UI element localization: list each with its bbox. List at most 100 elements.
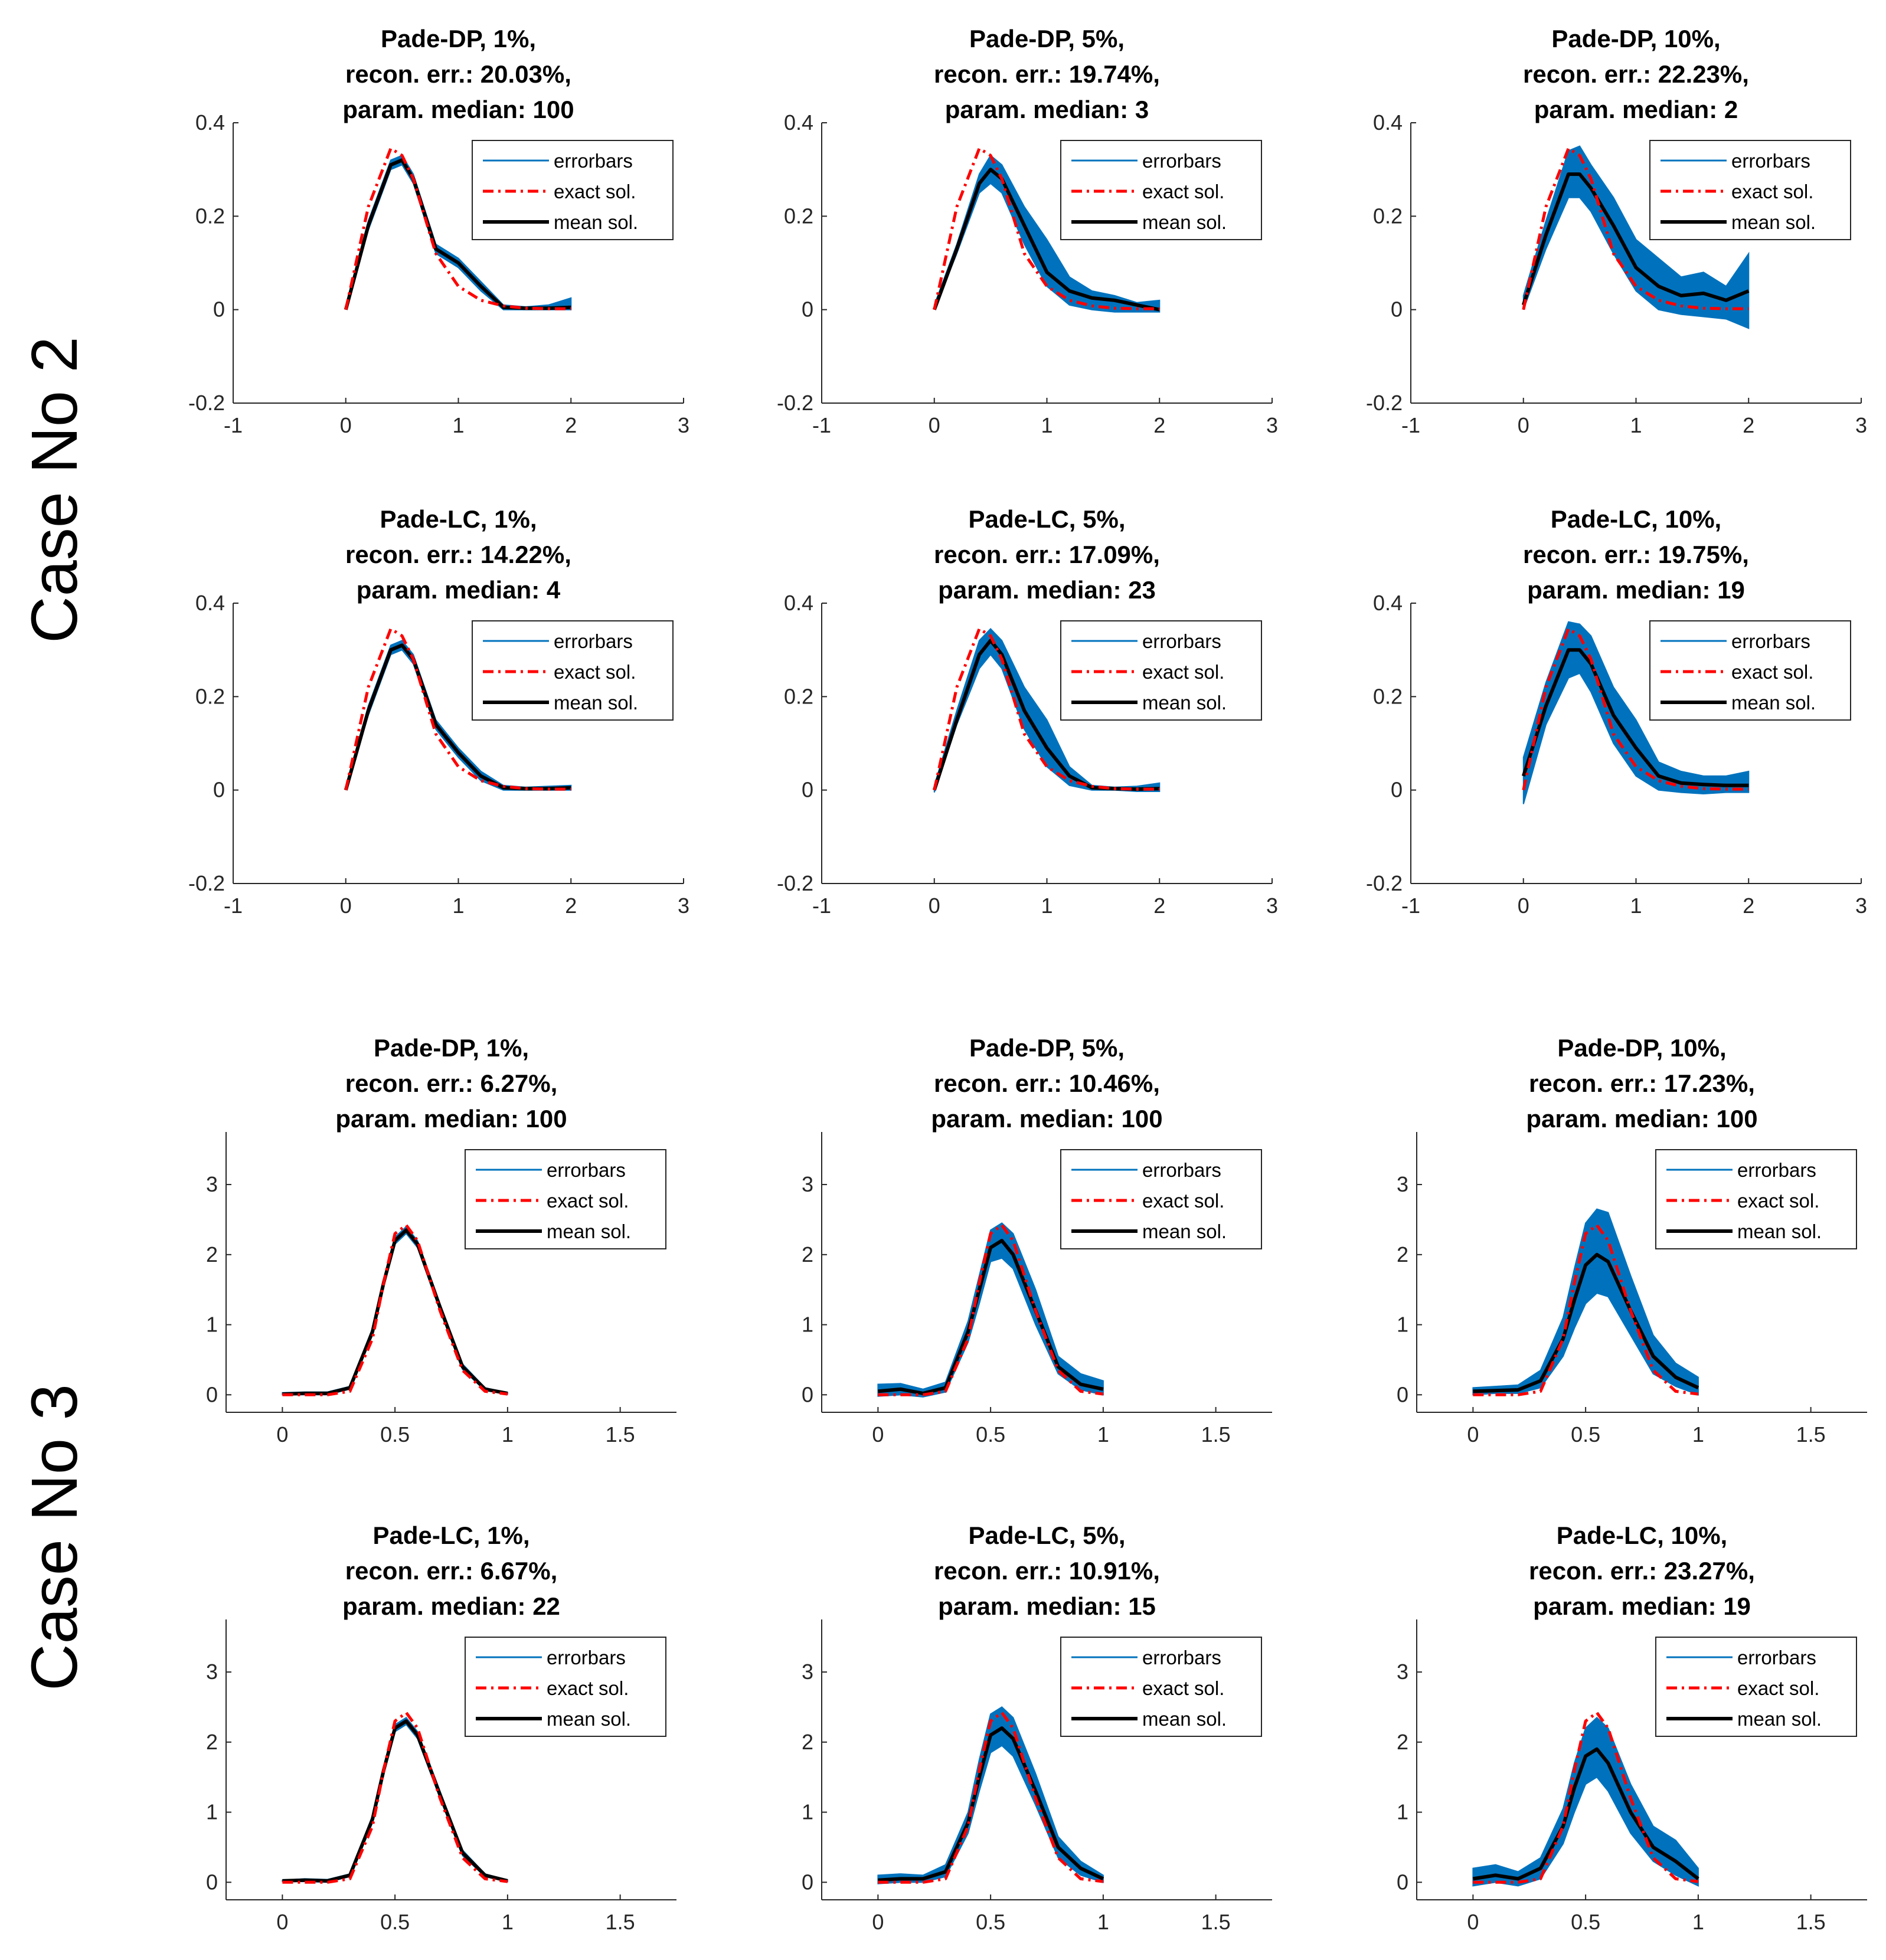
x-tick-label: 0.5 <box>1571 1910 1600 1934</box>
legend-label-errorbars: errorbars <box>1142 150 1221 172</box>
panel-title-line: recon. err.: 6.67%, <box>345 1557 558 1585</box>
y-tick-label: -0.2 <box>188 391 225 415</box>
legend-label-exact: exact sol. <box>1142 1677 1224 1699</box>
errorbars-band <box>282 1716 508 1883</box>
exact-solution-line <box>933 627 1160 791</box>
panel-title-line: param. median: 100 <box>335 1105 567 1133</box>
legend-label-exact: exact sol. <box>554 661 636 683</box>
panel-title-line: Pade-LC, 1%, <box>372 1521 529 1549</box>
panel: Pade-LC, 10%, recon. err.: 23.27%, param. … <box>1397 1521 1867 1934</box>
legend: errorbars exact sol. mean sol. <box>472 140 674 240</box>
x-tick-label: 1.5 <box>1201 1910 1231 1934</box>
y-tick-label: 0 <box>802 297 813 322</box>
y-tick-label: 1 <box>206 1800 218 1824</box>
y-tick-label: 3 <box>802 1172 813 1196</box>
legend-label-errorbars: errorbars <box>1731 630 1810 652</box>
x-tick-label: 1 <box>1692 1910 1704 1934</box>
x-tick-label: 0 <box>872 1910 884 1934</box>
panel-title-line: recon. err.: 6.27%, <box>345 1069 558 1097</box>
panel-title-line: recon. err.: 10.91%, <box>934 1557 1160 1585</box>
x-tick-label: 3 <box>1855 413 1867 437</box>
y-tick-label: 1 <box>206 1313 218 1337</box>
x-tick-label: 3 <box>1266 413 1278 437</box>
mean-solution-line <box>282 1228 508 1396</box>
x-tick-label: 1.5 <box>1796 1422 1826 1447</box>
x-tick-label: 0.5 <box>976 1422 1005 1447</box>
exact-solution-line <box>1522 147 1749 310</box>
mean-solution-line <box>878 1726 1104 1882</box>
panel-title-line: param. median: 15 <box>938 1592 1156 1620</box>
x-tick-label: 0 <box>1518 894 1529 918</box>
panel-title-line: param. median: 100 <box>931 1105 1162 1133</box>
x-tick-label: 0.5 <box>976 1910 1005 1934</box>
legend-label-errorbars: errorbars <box>547 1159 626 1181</box>
x-tick-label: 2 <box>565 413 577 437</box>
x-tick-label: 0 <box>1467 1910 1479 1934</box>
y-tick-label: 0 <box>206 1382 218 1406</box>
exact-solution-line <box>1473 1711 1699 1884</box>
legend: errorbars exact sol. mean sol. <box>1655 1637 1857 1737</box>
exact-solution-line <box>1473 1223 1699 1396</box>
panel-title-line: Pade-LC, 10%, <box>1557 1521 1727 1549</box>
y-tick-label: 2 <box>802 1730 813 1754</box>
panel: Pade-DP, 10%, recon. err.: 22.23%, param. … <box>1366 25 1867 437</box>
y-tick-label: 0 <box>213 297 225 322</box>
panel-title-line: param. median: 19 <box>1527 576 1745 604</box>
panel-title-line: Pade-LC, 10%, <box>1551 505 1721 533</box>
x-tick-label: 1.5 <box>606 1910 635 1934</box>
legend-label-errorbars: errorbars <box>1731 150 1810 172</box>
legend-label-errorbars: errorbars <box>1142 630 1221 652</box>
mean-solution-line <box>1472 1747 1699 1881</box>
legend-label-exact: exact sol. <box>1731 181 1813 202</box>
panel-title-line: recon. err.: 22.23%, <box>1523 60 1749 88</box>
x-tick-label: -1 <box>812 413 831 437</box>
legend-label-mean: mean sol. <box>1142 692 1227 714</box>
x-tick-label: 1.5 <box>606 1422 635 1447</box>
y-tick-label: 0.4 <box>784 591 813 615</box>
legend: errorbars exact sol. mean sol. <box>1655 1149 1857 1249</box>
y-tick-label: 0 <box>802 778 813 802</box>
errorbars-band <box>1472 1716 1699 1887</box>
legend-label-exact: exact sol. <box>547 1190 629 1212</box>
legend: errorbars exact sol. mean sol. <box>1060 140 1262 240</box>
x-tick-label: 3 <box>678 413 689 437</box>
legend-label-mean: mean sol. <box>1731 211 1816 233</box>
legend-label-mean: mean sol. <box>554 692 638 714</box>
x-tick-label: 1 <box>502 1422 514 1447</box>
x-tick-label: -1 <box>224 413 243 437</box>
y-tick-label: 0 <box>802 1382 813 1406</box>
y-tick-label: 3 <box>1397 1660 1408 1684</box>
mean-solution-line <box>932 639 1160 791</box>
panel: Pade-DP, 5%, recon. err.: 10.46%, param. m… <box>802 1034 1272 1447</box>
x-tick-label: 3 <box>1266 894 1278 918</box>
x-tick-label: 1 <box>452 894 464 918</box>
x-tick-label: 0 <box>340 413 352 437</box>
x-tick-label: 3 <box>678 894 689 918</box>
y-tick-label: 0 <box>1397 1870 1408 1894</box>
x-tick-label: 0 <box>276 1422 288 1447</box>
legend-label-errorbars: errorbars <box>1737 1159 1816 1181</box>
errorbars-band <box>877 1222 1104 1398</box>
y-tick-label: 2 <box>206 1730 218 1754</box>
y-tick-label: -0.2 <box>188 871 225 895</box>
errorbars-band <box>1522 621 1750 804</box>
exact-solution-line <box>933 147 1160 310</box>
legend-label-exact: exact sol. <box>554 181 636 202</box>
x-tick-label: 1 <box>1630 894 1642 918</box>
x-tick-label: 1.5 <box>1201 1422 1231 1447</box>
y-tick-label: 3 <box>206 1172 218 1196</box>
mean-solution-line <box>282 1719 508 1883</box>
mean-solution-line <box>932 168 1160 312</box>
x-tick-label: 1.5 <box>1796 1910 1826 1934</box>
x-tick-label: 1 <box>1041 894 1053 918</box>
panel: Pade-LC, 10%, recon. err.: 19.75%, param. … <box>1366 505 1867 918</box>
mean-solution-line <box>1473 1252 1699 1393</box>
panel-title-line: Pade-LC, 5%, <box>968 505 1125 533</box>
panel-title-line: Pade-DP, 1%, <box>381 25 536 53</box>
y-tick-label: 0.4 <box>195 110 225 135</box>
panel: Pade-DP, 1%, recon. err.: 20.03%, param. m… <box>188 25 689 437</box>
panel-title-line: Pade-DP, 5%, <box>969 25 1125 53</box>
y-tick-label: 2 <box>1397 1242 1408 1267</box>
legend-label-exact: exact sol. <box>1737 1677 1819 1699</box>
